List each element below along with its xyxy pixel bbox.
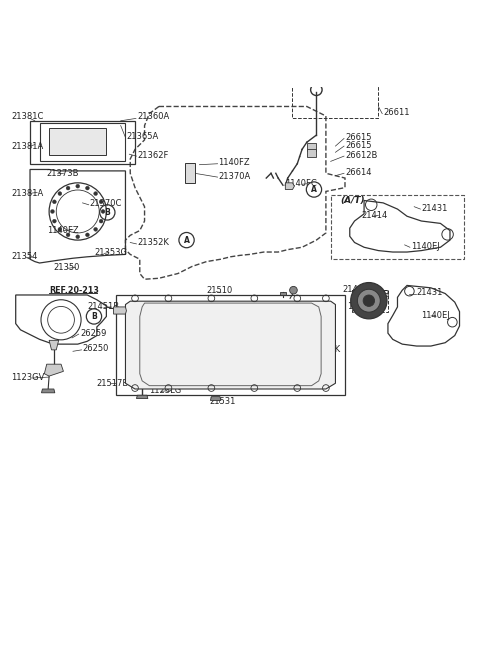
Text: 21354: 21354	[11, 252, 37, 261]
Polygon shape	[185, 163, 195, 183]
Polygon shape	[49, 340, 59, 350]
Circle shape	[99, 219, 103, 223]
Circle shape	[66, 186, 70, 190]
Text: 21517B: 21517B	[97, 379, 129, 388]
Circle shape	[52, 219, 56, 223]
Polygon shape	[41, 389, 55, 393]
Text: 26615: 26615	[345, 141, 372, 149]
Text: 21531: 21531	[209, 397, 235, 406]
Polygon shape	[280, 291, 286, 295]
Text: B: B	[105, 208, 110, 217]
Circle shape	[85, 233, 89, 237]
Text: 21352K: 21352K	[137, 239, 169, 248]
Text: 26259: 26259	[80, 329, 107, 338]
Text: 1140EJ: 1140EJ	[411, 242, 440, 251]
Polygon shape	[285, 183, 294, 190]
Text: 21431: 21431	[417, 288, 443, 297]
Text: 1140EH: 1140EH	[348, 303, 380, 312]
Text: 21370A: 21370A	[218, 171, 251, 181]
Text: 21350: 21350	[54, 263, 80, 273]
Circle shape	[50, 209, 54, 213]
Text: 22143A: 22143A	[154, 304, 186, 314]
Text: 21451B: 21451B	[87, 303, 120, 312]
Text: 21370C: 21370C	[90, 200, 122, 209]
Circle shape	[85, 186, 89, 190]
Text: 21362F: 21362F	[137, 151, 169, 160]
Polygon shape	[307, 143, 316, 151]
Text: 1430JK: 1430JK	[311, 346, 340, 354]
Polygon shape	[44, 364, 63, 376]
Text: 1140FZ: 1140FZ	[47, 226, 78, 235]
Text: 21353G: 21353G	[95, 248, 128, 258]
Text: 21513A: 21513A	[283, 326, 315, 335]
Text: 1123LG: 1123LG	[149, 387, 181, 395]
Circle shape	[94, 228, 97, 231]
Text: (A/T): (A/T)	[340, 196, 365, 205]
Polygon shape	[114, 307, 126, 314]
Circle shape	[94, 192, 97, 196]
Circle shape	[52, 200, 56, 203]
Text: 26611: 26611	[383, 108, 409, 117]
Circle shape	[289, 286, 297, 294]
Text: A: A	[184, 235, 190, 244]
Text: 21381C: 21381C	[11, 113, 43, 121]
Text: 21441: 21441	[343, 285, 369, 294]
Text: 21381A: 21381A	[11, 189, 43, 198]
Circle shape	[58, 228, 62, 231]
Polygon shape	[136, 395, 148, 398]
Text: REF.20-213: REF.20-213	[49, 286, 99, 295]
Circle shape	[76, 185, 80, 188]
Text: 21512: 21512	[297, 337, 324, 346]
Text: 26615: 26615	[345, 133, 372, 142]
Text: B: B	[91, 312, 97, 321]
Text: 1123GV: 1123GV	[11, 373, 44, 382]
Polygon shape	[125, 301, 336, 389]
Circle shape	[58, 192, 62, 196]
Circle shape	[363, 295, 374, 306]
Text: 26614: 26614	[345, 168, 372, 177]
Circle shape	[101, 209, 105, 213]
Circle shape	[99, 200, 103, 203]
Circle shape	[76, 235, 80, 239]
Text: 26250: 26250	[83, 344, 109, 353]
Circle shape	[351, 282, 387, 319]
Text: 26612B: 26612B	[345, 151, 377, 160]
Circle shape	[66, 233, 70, 237]
Text: 21510: 21510	[206, 286, 233, 295]
Text: 21443: 21443	[363, 289, 389, 299]
Text: 1140FC: 1140FC	[285, 179, 317, 188]
Text: 1140EJ: 1140EJ	[421, 311, 450, 320]
Text: 21360A: 21360A	[137, 113, 169, 121]
Text: 21373B: 21373B	[47, 169, 79, 178]
Circle shape	[358, 289, 380, 312]
Text: 21414: 21414	[362, 211, 388, 220]
Polygon shape	[307, 149, 316, 157]
Polygon shape	[49, 128, 107, 155]
Text: A: A	[311, 185, 317, 194]
Text: 1140FZ: 1140FZ	[218, 158, 250, 167]
Text: 21431: 21431	[421, 203, 448, 213]
Text: 21365A: 21365A	[126, 132, 159, 141]
Polygon shape	[210, 396, 221, 400]
Text: 21381A: 21381A	[11, 141, 43, 151]
